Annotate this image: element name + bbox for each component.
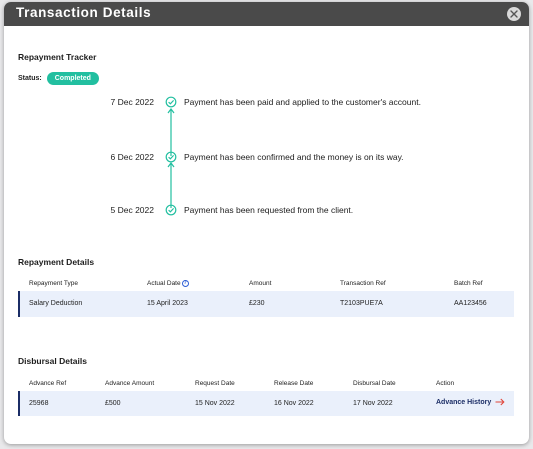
check-circle-icon [165,96,177,108]
column-header-amount: Amount [249,280,272,287]
close-button[interactable] [507,7,521,21]
cell-advance-amount: £500 [105,400,121,407]
timeline-text: Payment has been requested from the clie… [184,205,354,215]
status-badge: Completed [46,72,99,85]
timeline-text: Payment has been confirmed and the money… [184,152,404,162]
column-header-transaction-ref: Transaction Ref [340,280,386,287]
advance-history-link[interactable]: Advance History [436,398,505,406]
check-circle-icon [165,204,177,216]
status-row: Status: Completed [18,72,99,85]
cell-amount: £230 [249,300,265,307]
timeline-connector-1 [167,108,175,156]
repayment-details-title: Repayment Details [18,257,95,267]
cell-transaction-ref: T2103PUE7A [340,300,383,307]
question-circle-icon[interactable]: ? [181,280,189,287]
column-header-repayment-type: Repayment Type [29,280,79,287]
column-header-label: Actual Date [147,280,181,287]
column-header-batch-ref: Batch Ref [454,280,483,287]
timeline-text: Payment has been paid and applied to the… [184,97,421,107]
cell-disbursal-date: 17 Nov 2022 [353,400,393,407]
column-header-disbursal-date: Disbursal Date [353,380,396,387]
check-circle-icon [165,151,177,163]
column-header-request-date: Request Date [195,380,235,387]
column-header-action: Action [436,380,455,387]
table-row[interactable]: Salary Deduction 15 April 2023 £230 T210… [18,291,514,317]
table-row[interactable]: 25968 £500 15 Nov 2022 16 Nov 2022 17 No… [18,391,514,416]
modal-title: Transaction Details [16,5,152,20]
timeline-date: 5 Dec 2022 [110,205,154,215]
cell-advance-ref: 25968 [29,400,49,407]
column-header-release-date: Release Date [274,380,314,387]
transaction-details-modal: Transaction Details Repayment Tracker St… [4,2,529,444]
close-icon [510,10,518,18]
cell-release-date: 16 Nov 2022 [274,400,314,407]
timeline-connector-2 [167,162,175,208]
cell-repayment-type: Salary Deduction [29,300,83,307]
arrow-right-icon [495,398,505,406]
disbursal-details-title: Disbursal Details [18,356,87,366]
status-label: Status: [18,75,42,82]
cell-batch-ref: AA123456 [454,300,487,307]
timeline-date: 7 Dec 2022 [110,97,154,107]
column-header-advance-ref: Advance Ref [29,380,67,387]
column-header-advance-amount: Advance Amount [105,380,155,387]
advance-history-label: Advance History [436,398,492,406]
repayment-tracker-title: Repayment Tracker [18,52,97,62]
timeline-date: 6 Dec 2022 [110,152,154,162]
cell-actual-date: 15 April 2023 [147,300,188,307]
column-header-actual-date: Actual Date? [147,280,189,287]
cell-request-date: 15 Nov 2022 [195,400,235,407]
modal-header: Transaction Details [4,2,529,26]
